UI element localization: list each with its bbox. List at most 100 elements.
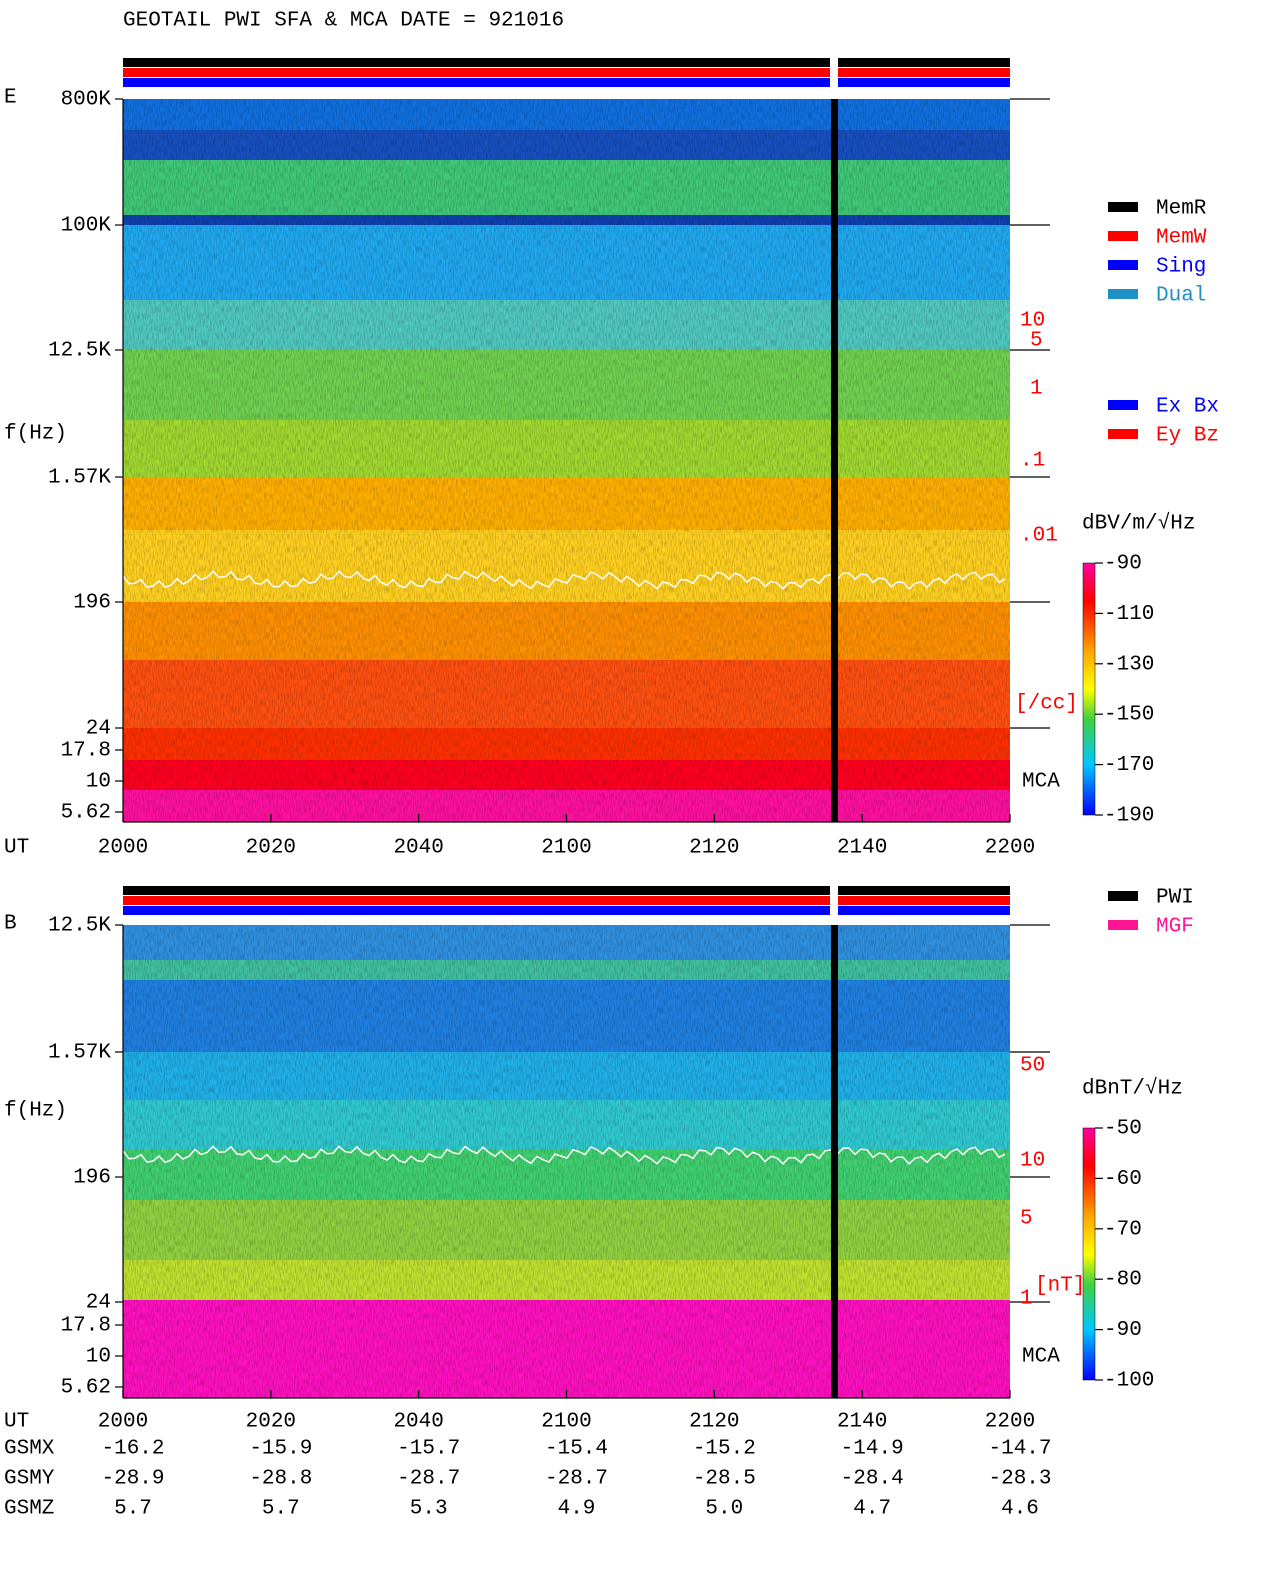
y-tick-label: 100K [61, 215, 112, 238]
colorbar-tick-label: -50 [1104, 1118, 1142, 1141]
y-tick-label: 10 [86, 1346, 111, 1369]
orbit-label: GSMX [4, 1438, 55, 1461]
status-gap [830, 58, 838, 88]
right-scale-label: 10 [1020, 310, 1045, 333]
orbit-value: 4.9 [558, 1498, 596, 1521]
colorbar-tick-label: -150 [1104, 704, 1154, 727]
legend-swatch [1108, 429, 1138, 439]
spectrogram-texture [123, 99, 1010, 822]
y-tick-label: 17.8 [61, 1315, 111, 1338]
legend-swatch [1108, 202, 1138, 212]
title: GEOTAIL PWI SFA & MCA DATE = 921016 [123, 10, 564, 33]
legend-label: Sing [1156, 256, 1206, 279]
colorbar-tick-label: -170 [1104, 754, 1154, 777]
x-tick-label: 2140 [837, 1411, 887, 1434]
y-tick-label: 12.5K [48, 915, 111, 938]
orbit-value: 5.7 [262, 1498, 300, 1521]
status-bar [123, 58, 1010, 67]
legend-label: MemR [1156, 198, 1207, 221]
orbit-label: GSMZ [4, 1498, 54, 1521]
colorbar-tick-label: -60 [1104, 1168, 1142, 1191]
orbit-value: 5.3 [410, 1498, 448, 1521]
legend-swatch [1108, 231, 1138, 241]
data-gap [831, 99, 838, 822]
y-tick-label: 1.57K [48, 1042, 111, 1065]
y-tick-label: 12.5K [48, 340, 111, 363]
orbit-value: -28.3 [988, 1468, 1051, 1491]
y-tick-label: 17.8 [61, 740, 111, 763]
x-tick-label: 2140 [837, 837, 887, 860]
x-tick-label: 2100 [541, 837, 591, 860]
panel-label: B [4, 913, 17, 936]
x-tick-label: 2040 [393, 837, 443, 860]
status-bar [123, 906, 1010, 915]
colorbar-label: dBnT/√Hz [1082, 1077, 1183, 1101]
y-tick-label: 24 [86, 718, 111, 741]
legend-swatch [1108, 400, 1138, 410]
panel-label: E [4, 87, 17, 110]
y-tick-label: 5.62 [61, 802, 111, 825]
y-tick-label: 24 [86, 1292, 111, 1315]
data-gap [831, 925, 838, 1398]
status-bar [123, 896, 1010, 905]
y-tick-label: 196 [73, 1167, 111, 1190]
colorbar-tick-label: -100 [1104, 1370, 1154, 1393]
mca-label: MCA [1022, 771, 1060, 794]
legend-swatch [1108, 891, 1138, 901]
y-tick-label: 800K [61, 89, 112, 112]
legend-label: Ex Bx [1156, 396, 1219, 419]
colorbar-tick-label: -70 [1104, 1218, 1142, 1241]
colorbar-tick-label: -130 [1104, 653, 1154, 676]
orbit-value: -28.7 [397, 1468, 460, 1491]
orbit-label: GSMY [4, 1468, 55, 1491]
colorbar [1082, 562, 1096, 816]
orbit-value: -16.2 [101, 1438, 164, 1461]
x-tick-label: 2120 [689, 837, 739, 860]
orbit-value: -28.9 [101, 1468, 164, 1491]
x-axis-label: UT [4, 837, 29, 860]
colorbar-tick-label: -190 [1104, 805, 1154, 828]
x-tick-label: 2100 [541, 1411, 591, 1434]
orbit-value: 5.7 [114, 1498, 152, 1521]
legend-label: Ey Bz [1156, 425, 1219, 448]
orbit-value: -15.9 [249, 1438, 312, 1461]
orbit-value: -28.7 [545, 1468, 608, 1491]
electron-line [122, 570, 1006, 591]
right-scale-label: [nT] [1035, 1275, 1085, 1298]
status-bar [123, 78, 1010, 87]
x-tick-label: 2000 [98, 837, 148, 860]
right-scale-label: 5 [1020, 1208, 1033, 1231]
colorbar-label: dBV/m/√Hz [1082, 512, 1195, 536]
right-scale-label: [/cc] [1015, 693, 1078, 716]
orbit-value: -15.2 [693, 1438, 756, 1461]
y-tick-label: 1.57K [48, 467, 111, 490]
colorbar-tick-label: -90 [1104, 1319, 1142, 1342]
legend-label: Dual [1156, 285, 1206, 308]
right-scale-label: .01 [1020, 525, 1058, 548]
x-tick-label: 2000 [98, 1411, 148, 1434]
legend-label: MemW [1156, 227, 1207, 250]
x-axis-label: UT [4, 1411, 29, 1434]
colorbar [1082, 1127, 1096, 1381]
x-tick-label: 2020 [246, 1411, 296, 1434]
status-bar [123, 68, 1010, 77]
y-tick-label: 196 [73, 592, 111, 615]
y-axis-label: f(Hz) [4, 1100, 67, 1123]
x-tick-label: 2200 [985, 837, 1035, 860]
x-tick-label: 2020 [246, 837, 296, 860]
orbit-value: -28.8 [249, 1468, 312, 1491]
orbit-value: -28.4 [841, 1468, 904, 1491]
x-tick-label: 2200 [985, 1411, 1035, 1434]
right-scale-label: 1 [1020, 1288, 1033, 1311]
orbit-value: 4.6 [1001, 1498, 1039, 1521]
legend-label: MGF [1156, 916, 1194, 939]
orbit-value: -15.7 [397, 1438, 460, 1461]
right-scale-label: .1 [1020, 450, 1045, 473]
legend-swatch [1108, 260, 1138, 270]
x-tick-label: 2040 [393, 1411, 443, 1434]
electron-line [122, 1145, 1006, 1166]
legend-swatch [1108, 289, 1138, 299]
status-gap [830, 886, 838, 916]
status-bar [123, 886, 1010, 895]
